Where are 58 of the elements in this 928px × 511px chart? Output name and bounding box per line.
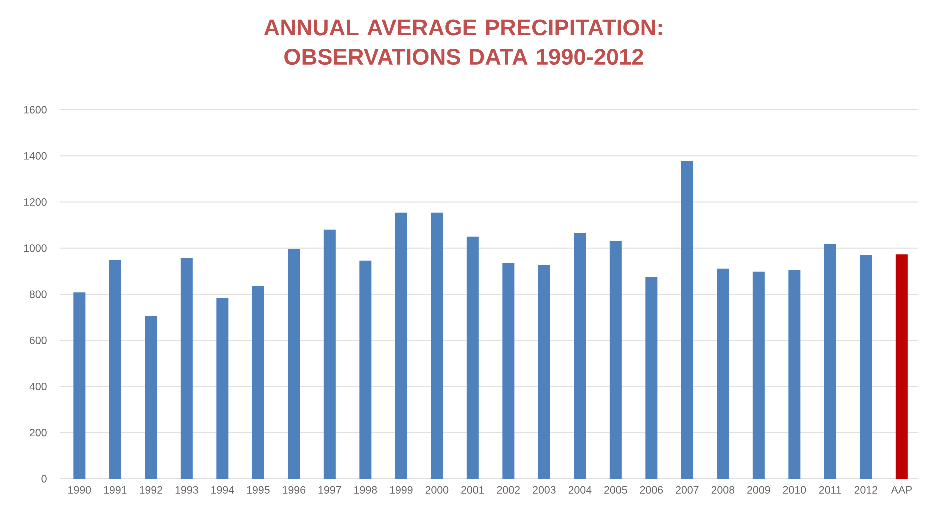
bar: [180, 258, 193, 479]
x-tick-label: 2007: [676, 486, 699, 494]
bar: [74, 292, 86, 479]
bar: [717, 268, 730, 479]
x-tick-label: 1997: [318, 486, 342, 494]
bar: [395, 212, 408, 479]
x-tick-label: 2011: [819, 486, 842, 494]
bar: [145, 316, 158, 479]
x-tick-label: 2008: [712, 486, 735, 494]
bar: [574, 233, 586, 479]
x-tick-label: 2010: [783, 486, 806, 494]
bar: [860, 256, 872, 479]
bar: [610, 241, 622, 479]
y-tick-label: 400: [30, 382, 47, 391]
x-tick-label: 2000: [426, 486, 449, 494]
bar: [896, 254, 908, 479]
x-tick-label: 2006: [640, 486, 664, 494]
bar: [109, 260, 122, 479]
bar: [466, 236, 479, 479]
x-tick-label: 1996: [283, 486, 306, 494]
y-tick-label: 1200: [24, 198, 47, 206]
x-tick-label: 2004: [568, 486, 592, 494]
bar: [431, 212, 444, 479]
y-tick-label: 1600: [24, 106, 47, 114]
y-tick-label: 200: [30, 429, 47, 437]
x-tick-label: 2009: [748, 486, 770, 494]
bar: [752, 272, 765, 479]
x-tick-label: 1999: [390, 486, 413, 494]
bar: [360, 260, 372, 479]
bar: [646, 277, 658, 479]
bar: [538, 264, 550, 479]
bar: [252, 286, 264, 479]
x-tick-label: 1995: [247, 486, 270, 494]
x-tick-label: 2005: [604, 486, 628, 494]
x-tick-label: 1998: [354, 486, 378, 494]
bar: [502, 263, 515, 479]
y-tick-label: 600: [30, 336, 47, 344]
x-tick-label: 1991: [104, 486, 127, 494]
x-tick-label: 2012: [854, 486, 878, 494]
x-tick-label: 1990: [68, 486, 92, 494]
x-tick-label: 1992: [140, 486, 162, 494]
bar: [288, 249, 300, 479]
x-tick-label: 2003: [533, 486, 556, 494]
bar: [788, 270, 801, 479]
y-tick-label: 800: [30, 290, 47, 298]
bar: [324, 230, 336, 479]
x-tick-label: 1993: [176, 486, 198, 494]
bar: [681, 161, 694, 479]
bar: [216, 298, 229, 479]
x-tick-label: 2001: [462, 486, 484, 494]
x-tick-label: AAP: [891, 486, 912, 494]
bar: [824, 244, 836, 479]
x-tick-label: 1994: [212, 486, 234, 494]
y-tick-label: 1400: [24, 152, 47, 160]
chart-title: ANNUAL AVERAGE PRECIPITATION: OBSERVATIONS DATA 1990-2012: [264, 20, 662, 66]
x-tick-label: 2002: [497, 486, 520, 494]
y-tick-label: 0: [42, 475, 47, 483]
y-tick-label: 1000: [24, 244, 47, 252]
